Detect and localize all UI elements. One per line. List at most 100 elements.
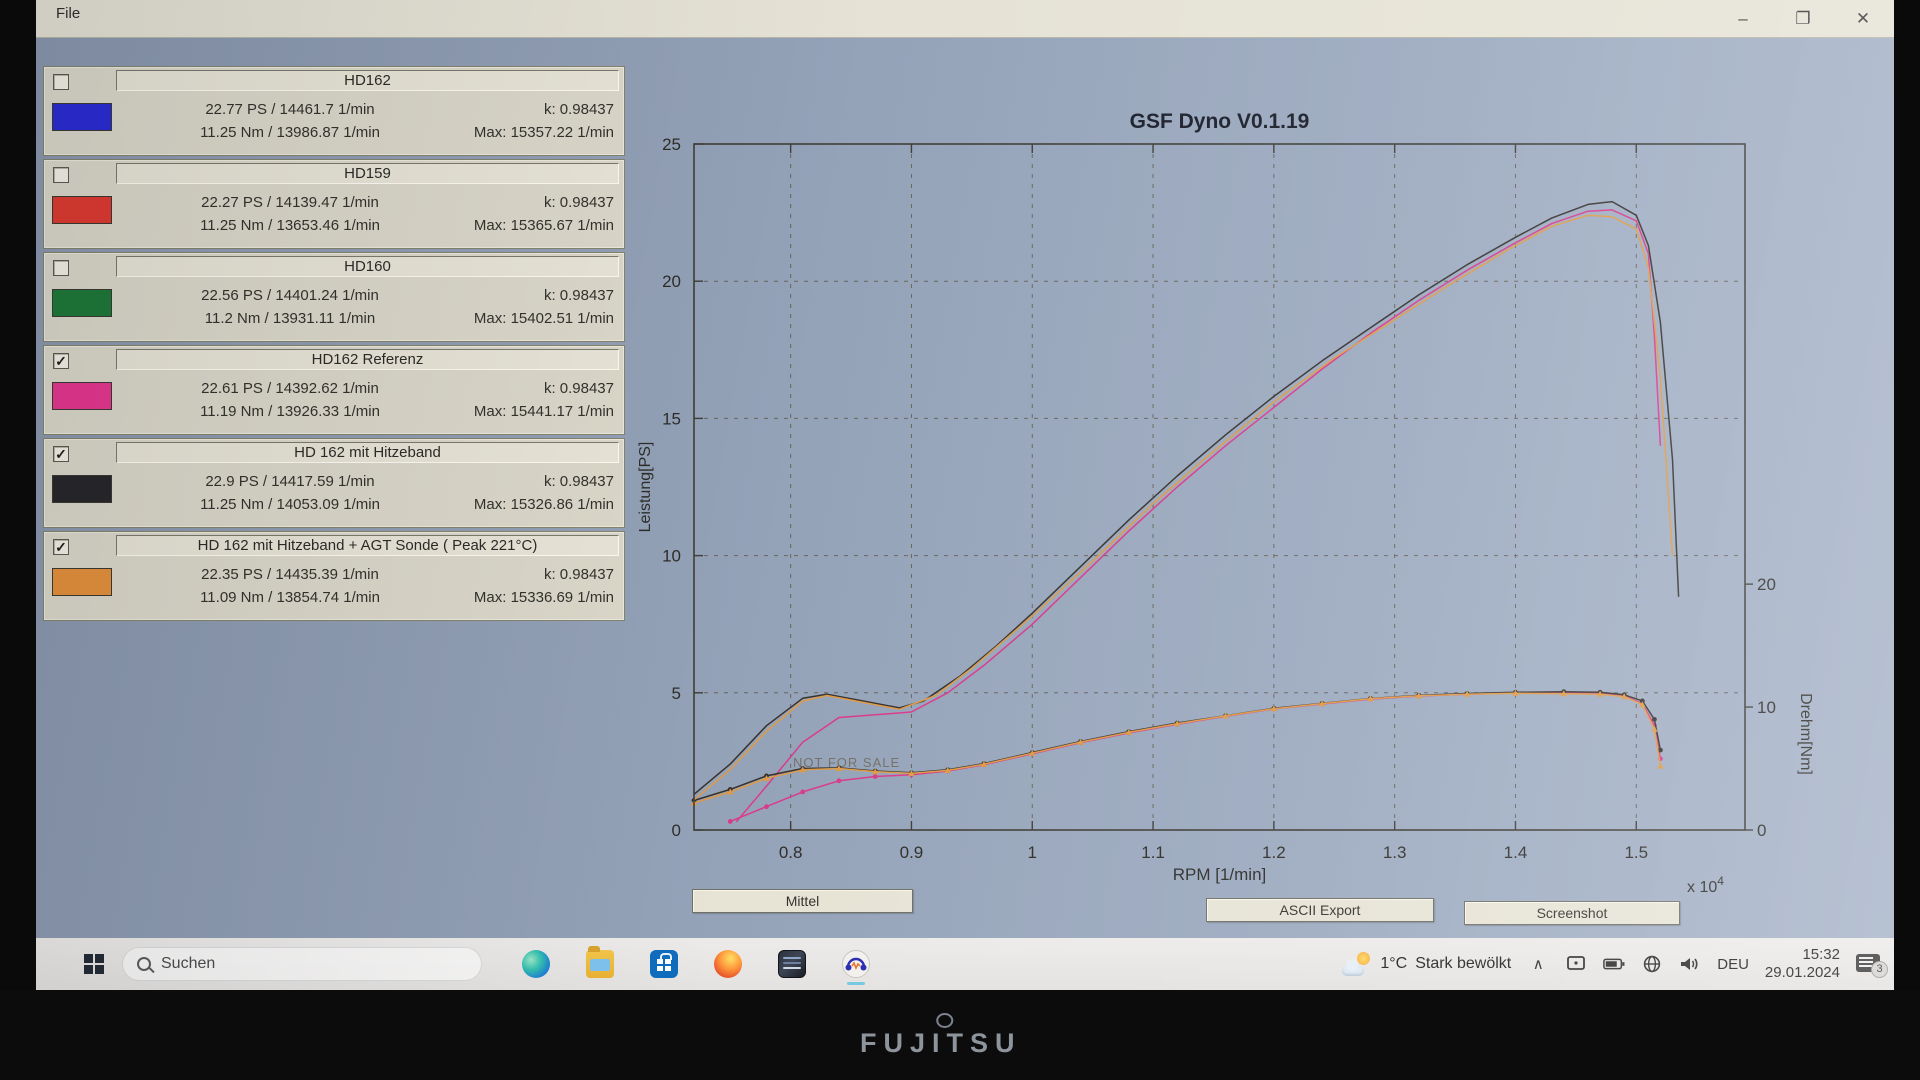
svg-text:20: 20 bbox=[662, 272, 681, 291]
svg-text:0.9: 0.9 bbox=[900, 843, 924, 862]
svg-text:1.2: 1.2 bbox=[1262, 843, 1286, 862]
svg-text:25: 25 bbox=[662, 135, 681, 154]
microsoft-store-icon[interactable] bbox=[650, 950, 678, 978]
dataset-color-swatch[interactable] bbox=[52, 196, 112, 224]
dataset-checkbox[interactable]: ✓ bbox=[53, 539, 69, 555]
dataset-title-field[interactable]: HD160 bbox=[116, 256, 619, 277]
windows-taskbar: Suchen 1° bbox=[36, 938, 1894, 990]
search-placeholder: Suchen bbox=[161, 955, 216, 972]
svg-text:0: 0 bbox=[1757, 821, 1766, 840]
svg-text:Leistung[PS]: Leistung[PS] bbox=[637, 442, 654, 533]
dataset-power-value: 22.61 PS / 14392.62 1/min bbox=[201, 380, 379, 397]
ascii-export-button[interactable]: ASCII Export bbox=[1206, 898, 1434, 922]
svg-text:1: 1 bbox=[1028, 843, 1037, 862]
dataset-max-value: Max: 15326.86 1/min bbox=[473, 496, 614, 513]
volume-icon[interactable] bbox=[1679, 953, 1701, 975]
tray-chevron-up-icon[interactable]: ∧ bbox=[1532, 956, 1544, 973]
audacity-icon[interactable] bbox=[842, 950, 870, 985]
dataset-k-value: k: 0.98437 bbox=[543, 101, 614, 118]
cast-screen-icon[interactable] bbox=[1565, 953, 1587, 975]
firefox-icon[interactable] bbox=[714, 950, 742, 978]
dataset-torque-value: 11.25 Nm / 13653.46 1/min bbox=[200, 217, 380, 234]
dataset-panel-hd162-referenz: ✓ HD162 Referenz 22.61 PS / 14392.62 1/m… bbox=[43, 345, 625, 435]
dataset-power-value: 22.77 PS / 14461.7 1/min bbox=[205, 101, 375, 118]
dataset-checkbox[interactable] bbox=[53, 260, 69, 276]
notification-badge: 3 bbox=[1871, 961, 1888, 978]
clock-widget[interactable]: 15:32 29.01.2024 bbox=[1765, 946, 1840, 982]
close-icon[interactable]: ✕ bbox=[1855, 9, 1871, 28]
dataset-power-value: 22.56 PS / 14401.24 1/min bbox=[201, 287, 379, 304]
screenshot-button[interactable]: Screenshot bbox=[1464, 901, 1680, 925]
dataset-color-swatch[interactable] bbox=[52, 382, 112, 410]
dataset-max-value: Max: 15336.69 1/min bbox=[473, 589, 614, 606]
dataset-panel-hd162-hitzeband-agt: ✓ HD 162 mit Hitzeband + AGT Sonde ( Pea… bbox=[43, 531, 625, 621]
dataset-color-swatch[interactable] bbox=[52, 103, 112, 131]
battery-icon[interactable] bbox=[1603, 953, 1625, 975]
dataset-title-field[interactable]: HD 162 mit Hitzeband + AGT Sonde ( Peak … bbox=[116, 535, 619, 556]
mittel-button[interactable]: Mittel bbox=[692, 889, 913, 913]
svg-text:15: 15 bbox=[662, 409, 681, 428]
weather-temp: 1°C bbox=[1380, 955, 1408, 972]
dataset-torque-value: 11.09 Nm / 13854.74 1/min bbox=[200, 589, 380, 606]
svg-text:5: 5 bbox=[672, 684, 681, 703]
network-globe-icon[interactable] bbox=[1641, 953, 1663, 975]
laptop-screen: File – ❐ ✕ HD162 22.77 PS / 14461.7 1/mi… bbox=[36, 0, 1894, 990]
dataset-k-value: k: 0.98437 bbox=[543, 566, 614, 583]
dataset-power-value: 22.27 PS / 14139.47 1/min bbox=[201, 194, 379, 211]
weather-icon bbox=[1342, 952, 1372, 976]
dataset-torque-value: 11.25 Nm / 14053.09 1/min bbox=[200, 496, 380, 513]
bottom-bezel: FUJITSU bbox=[0, 990, 1920, 1080]
file-explorer-icon[interactable] bbox=[586, 946, 614, 978]
dataset-title-field[interactable]: HD162 bbox=[116, 70, 619, 91]
app-window: File – ❐ ✕ HD162 22.77 PS / 14461.7 1/mi… bbox=[36, 0, 1894, 938]
dataset-title-field[interactable]: HD 162 mit Hitzeband bbox=[116, 442, 619, 463]
svg-text:GSF Dyno V0.1.19: GSF Dyno V0.1.19 bbox=[1130, 110, 1310, 133]
language-indicator[interactable]: DEU bbox=[1717, 955, 1749, 973]
dataset-color-swatch[interactable] bbox=[52, 475, 112, 503]
start-menu-icon[interactable] bbox=[84, 954, 104, 974]
dataset-color-swatch[interactable] bbox=[52, 568, 112, 596]
svg-text:1.4: 1.4 bbox=[1504, 843, 1528, 862]
dyno-app-icon[interactable] bbox=[778, 950, 806, 978]
dataset-checkbox[interactable]: ✓ bbox=[53, 353, 69, 369]
dataset-power-value: 22.35 PS / 14435.39 1/min bbox=[201, 566, 379, 583]
time-label: 15:32 bbox=[1802, 946, 1840, 963]
svg-text:1.5: 1.5 bbox=[1624, 843, 1648, 862]
dataset-max-value: Max: 15402.51 1/min bbox=[473, 310, 614, 327]
svg-text:0.8: 0.8 bbox=[779, 843, 803, 862]
date-label: 29.01.2024 bbox=[1764, 964, 1840, 981]
weather-widget[interactable]: 1°C Stark bewölkt bbox=[1342, 952, 1511, 976]
window-controls: – ❐ ✕ bbox=[1726, 0, 1880, 38]
restore-icon[interactable]: ❐ bbox=[1795, 9, 1811, 28]
dataset-panel-hd162: HD162 22.77 PS / 14461.7 1/min 11.25 Nm … bbox=[43, 66, 625, 156]
dyno-chart: NOT FOR SALE 0.8 0.9 1 1.1 1.2 1.3 1.4 1.5 0 5 10 15… bbox=[637, 110, 1814, 896]
dataset-max-value: Max: 15357.22 1/min bbox=[473, 124, 614, 141]
dataset-panel-list: HD162 22.77 PS / 14461.7 1/min 11.25 Nm … bbox=[43, 66, 625, 624]
app-titlebar: File – ❐ ✕ bbox=[36, 0, 1894, 38]
search-input[interactable]: Suchen bbox=[122, 947, 482, 981]
minimize-icon[interactable]: – bbox=[1738, 9, 1748, 28]
dataset-color-swatch[interactable] bbox=[52, 289, 112, 317]
svg-text:0: 0 bbox=[672, 821, 681, 840]
dataset-panel-hd162-hitzeband: ✓ HD 162 mit Hitzeband 22.9 PS / 14417.5… bbox=[43, 438, 625, 528]
edge-browser-icon[interactable] bbox=[522, 950, 550, 978]
svg-text:10: 10 bbox=[662, 547, 681, 566]
svg-text:Drehm[Nm]: Drehm[Nm] bbox=[1797, 693, 1814, 775]
dataset-checkbox[interactable]: ✓ bbox=[53, 446, 69, 462]
dataset-checkbox[interactable] bbox=[53, 167, 69, 183]
notification-center-icon[interactable]: 3 bbox=[1856, 954, 1888, 978]
dataset-panel-hd159: HD159 22.27 PS / 14139.47 1/min 11.25 Nm… bbox=[43, 159, 625, 249]
svg-text:20: 20 bbox=[1757, 575, 1776, 594]
dataset-k-value: k: 0.98437 bbox=[543, 287, 614, 304]
dataset-checkbox[interactable] bbox=[53, 74, 69, 90]
menu-file[interactable]: File bbox=[56, 5, 81, 22]
dataset-torque-value: 11.25 Nm / 13986.87 1/min bbox=[200, 124, 380, 141]
dataset-max-value: Max: 15441.17 1/min bbox=[473, 403, 614, 420]
dataset-torque-value: 11.2 Nm / 13931.11 1/min bbox=[204, 310, 376, 327]
dataset-title-field[interactable]: HD159 bbox=[116, 163, 619, 184]
svg-text:NOT FOR SALE: NOT FOR SALE bbox=[793, 755, 900, 770]
dataset-torque-value: 11.19 Nm / 13926.33 1/min bbox=[200, 403, 380, 420]
dataset-title-field[interactable]: HD162 Referenz bbox=[116, 349, 619, 370]
svg-text:x 104: x 104 bbox=[1687, 874, 1724, 896]
